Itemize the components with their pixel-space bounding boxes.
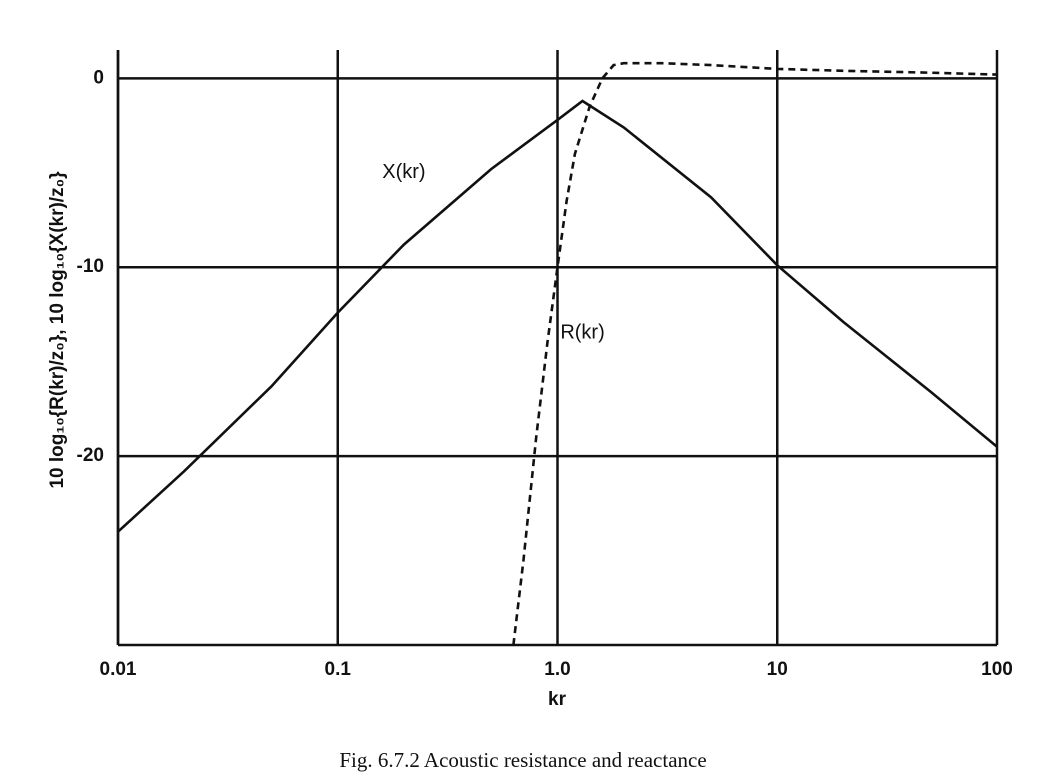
annotation: R(kr): [560, 322, 604, 344]
y-tick-label: -10: [77, 256, 104, 277]
x-tick-label: 0.01: [100, 659, 137, 680]
x-axis-label: kr: [548, 689, 567, 710]
caption: Fig. 6.7.2 Acoustic resistance and react…: [339, 748, 706, 772]
x-tick-label: 100: [981, 659, 1013, 680]
series-line: [117, 99, 998, 533]
x-tick-label: 1.0: [544, 659, 570, 680]
annotation: X(kr): [382, 161, 425, 183]
y-tick-label: -20: [77, 445, 104, 466]
x-tick-label: 10: [767, 659, 788, 680]
y-tick-label: 0: [93, 67, 104, 88]
series-line: [512, 61, 998, 646]
y-axis-label: 10 log₁₀{R(kr)/z₀}, 10 log₁₀{X(kr)/z₀}: [47, 171, 68, 489]
x-tick-label: 0.1: [325, 659, 352, 680]
